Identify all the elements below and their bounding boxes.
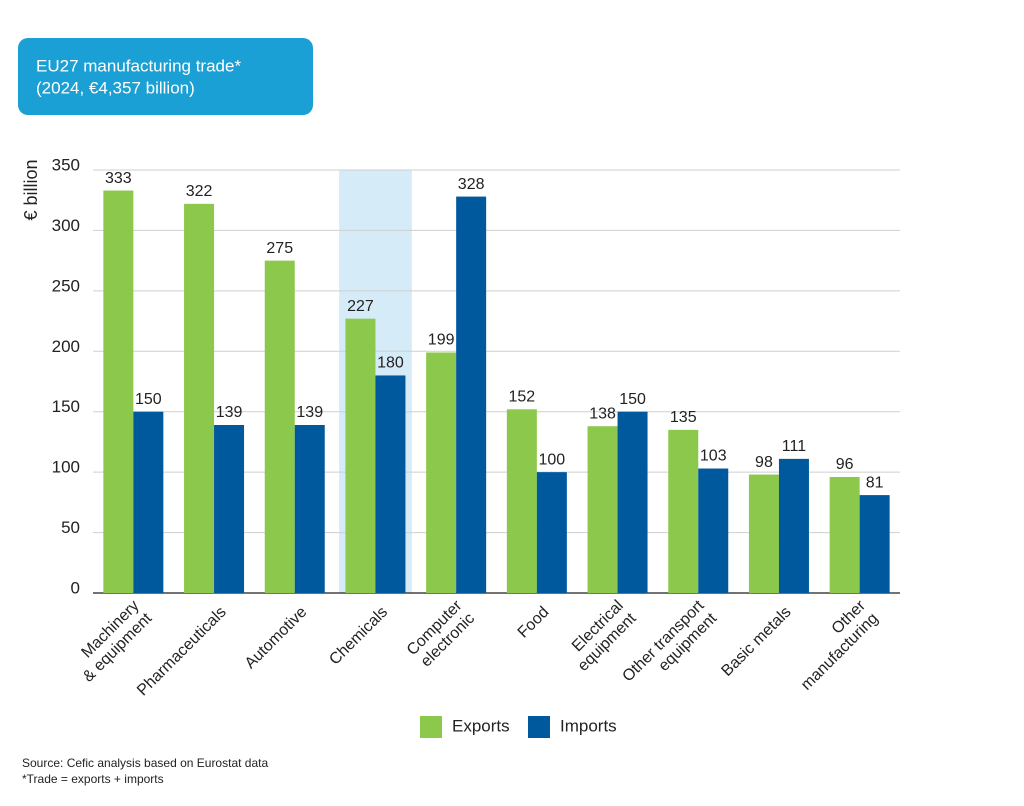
bar bbox=[103, 190, 134, 593]
y-tick-label: 0 bbox=[71, 578, 80, 597]
legend-label: Imports bbox=[560, 716, 617, 735]
y-axis-label: € billion bbox=[21, 159, 41, 220]
y-tick-label: 50 bbox=[61, 518, 80, 537]
bar bbox=[456, 196, 487, 594]
x-tick-label: Basic metals bbox=[719, 604, 795, 680]
x-tick-line: Chemicals bbox=[326, 604, 391, 669]
y-tick-label: 300 bbox=[52, 216, 80, 235]
x-tick-label: Machinery& equipment bbox=[67, 597, 156, 686]
x-tick-label: Othermanufacturing bbox=[785, 597, 882, 694]
x-tick-label: Automotive bbox=[242, 604, 311, 673]
value-label: 100 bbox=[538, 451, 565, 468]
bar bbox=[829, 476, 860, 593]
value-label: 333 bbox=[105, 170, 132, 187]
value-label: 135 bbox=[670, 409, 697, 426]
bar bbox=[133, 411, 164, 593]
x-tick-label: Chemicals bbox=[326, 604, 391, 669]
x-tick-label: Food bbox=[515, 604, 553, 642]
bar bbox=[506, 409, 537, 593]
bar bbox=[778, 458, 809, 593]
chart-subtitle: (2024, €4,357 billion) bbox=[36, 78, 195, 97]
x-tick-label: Computerelectronic bbox=[404, 597, 479, 672]
value-label: 150 bbox=[135, 391, 162, 408]
x-tick-line: Food bbox=[515, 604, 553, 642]
legend-swatch bbox=[528, 716, 550, 738]
chart-title: EU27 manufacturing trade* bbox=[36, 56, 241, 75]
y-tick-label: 100 bbox=[52, 458, 80, 477]
x-tick-label: Other transportequipment bbox=[620, 597, 721, 698]
bar bbox=[345, 318, 376, 593]
bar bbox=[859, 495, 890, 593]
title-box bbox=[18, 38, 313, 115]
bar bbox=[748, 474, 779, 593]
value-label: 328 bbox=[458, 176, 485, 193]
value-label: 322 bbox=[186, 183, 213, 200]
bar bbox=[214, 425, 245, 593]
bar bbox=[587, 426, 618, 593]
value-label: 103 bbox=[700, 448, 727, 465]
value-label: 98 bbox=[755, 454, 773, 471]
legend-swatch bbox=[420, 716, 442, 738]
bar bbox=[264, 260, 295, 593]
value-label: 275 bbox=[266, 240, 293, 257]
legend-label: Exports bbox=[452, 716, 510, 735]
value-label: 180 bbox=[377, 355, 404, 372]
bar bbox=[536, 472, 567, 593]
y-tick-label: 150 bbox=[52, 397, 80, 416]
value-label: 139 bbox=[216, 404, 243, 421]
bar bbox=[294, 425, 325, 593]
value-label: 199 bbox=[428, 332, 455, 349]
value-label: 96 bbox=[836, 456, 854, 473]
value-label: 139 bbox=[296, 404, 323, 421]
value-label: 81 bbox=[866, 474, 884, 491]
footnote: *Trade = exports + imports bbox=[22, 772, 164, 786]
value-label: 150 bbox=[619, 391, 646, 408]
source-note: Source: Cefic analysis based on Eurostat… bbox=[22, 756, 268, 770]
x-tick-line: Basic metals bbox=[719, 604, 795, 680]
value-label: 138 bbox=[589, 405, 616, 422]
bar bbox=[184, 203, 215, 593]
y-tick-label: 350 bbox=[52, 155, 80, 174]
bar bbox=[698, 468, 729, 593]
y-tick-label: 200 bbox=[52, 337, 80, 356]
x-tick-line: Automotive bbox=[242, 604, 311, 673]
bar bbox=[375, 375, 406, 593]
bar bbox=[426, 352, 457, 593]
value-label: 111 bbox=[782, 438, 806, 455]
value-label: 152 bbox=[508, 389, 535, 406]
bar bbox=[617, 411, 648, 593]
bar bbox=[668, 429, 699, 593]
y-tick-label: 250 bbox=[52, 276, 80, 295]
value-label: 227 bbox=[347, 298, 374, 315]
